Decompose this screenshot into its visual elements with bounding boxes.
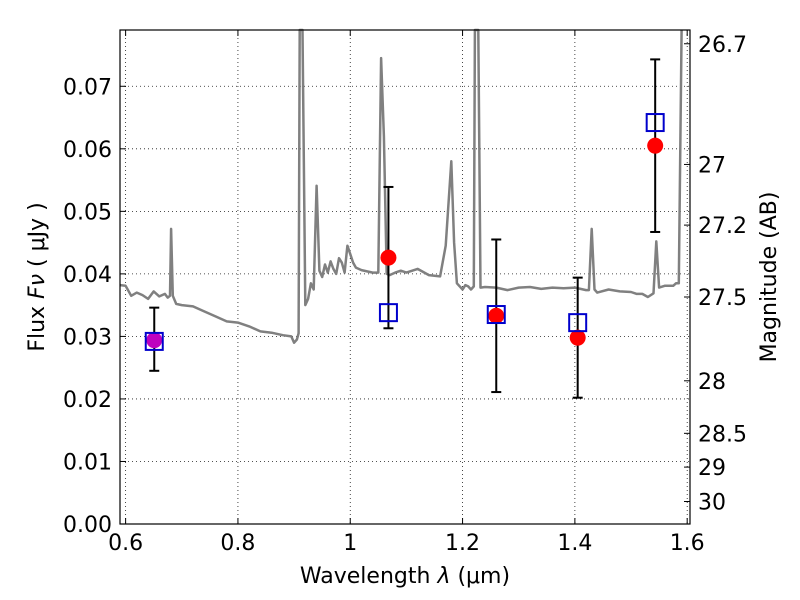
observed-point: [488, 307, 505, 324]
magnitude-tick-label: 29: [698, 456, 726, 481]
plot-frame: [119, 29, 691, 525]
f606w-point: [146, 332, 163, 349]
magnitude-tick-label: 30: [698, 490, 726, 515]
x-tick-label: 1.2: [445, 531, 480, 556]
y-tick-label: 0.03: [63, 325, 112, 350]
x-tick-label: 0.8: [220, 531, 255, 556]
x-tick-label: 1: [343, 531, 357, 556]
y-tick-label: 0.06: [63, 138, 112, 163]
magnitude-tick-label: 26.7: [698, 33, 747, 58]
magnitude-tick-label: 27.5: [698, 286, 747, 311]
data-points-layer: [144, 58, 665, 399]
model-photometry-square: [144, 331, 164, 351]
observed-point: [380, 249, 397, 266]
y-tick-label: 0.07: [63, 75, 112, 100]
y-axis-ticks: 0.00 0.01 0.02 0.03 0.04 0.05 0.06 0.07: [63, 75, 126, 538]
model-photometry-square: [486, 305, 506, 325]
y-tick-label: 0.00: [63, 513, 112, 538]
model-photometry-square: [568, 313, 588, 333]
y-tick-label: 0.01: [63, 450, 112, 475]
magnitude-axis-label: Magnitude (AB): [757, 192, 782, 363]
observed-point: [569, 329, 586, 346]
x-tick-label: 0.6: [108, 531, 143, 556]
y-tick-label: 0.02: [63, 388, 112, 413]
magnitude-tick-label: 27.2: [698, 214, 747, 239]
y-tick-label: 0.05: [63, 200, 112, 225]
model-spectrum-line: [119, 28, 683, 344]
y-axis-label: Flux Fν ( μJy ): [25, 202, 50, 351]
grid-lines: [120, 30, 690, 525]
magnitude-tick-label: 28: [698, 370, 726, 395]
magnitude-axis-ticks: 26.7 27 27.2 27.5 28 28.5 29 30: [684, 33, 747, 515]
model-spectrum-layer: [119, 28, 683, 344]
x-axis-label: Wavelength λ (μm): [300, 564, 510, 589]
model-photometry-square: [645, 113, 665, 133]
x-tick-label: 1.4: [557, 531, 592, 556]
observed-point: [647, 137, 664, 154]
x-tick-label: 1.6: [670, 531, 705, 556]
x-axis-ticks: 0.6 0.8 1 1.2 1.4 1.6: [108, 30, 705, 556]
model-photometry-square: [378, 303, 398, 323]
magnitude-tick-label: 28.5: [698, 422, 747, 447]
y-tick-label: 0.04: [63, 263, 112, 288]
magnitude-tick-label: 27: [698, 153, 726, 178]
